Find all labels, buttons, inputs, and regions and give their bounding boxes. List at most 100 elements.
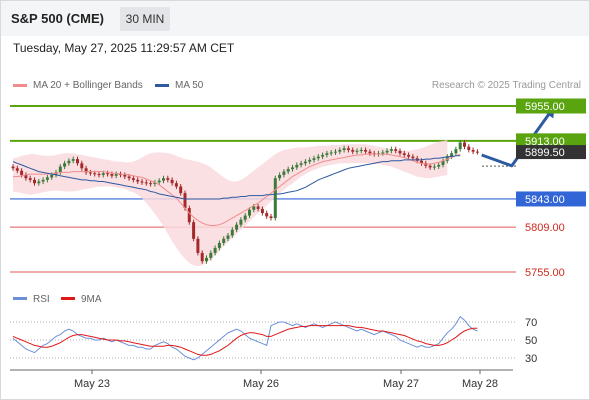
candle-body [217,242,221,248]
candle-body [88,172,92,174]
candle-body [454,149,458,154]
candle-body [183,193,187,209]
candle-body [355,150,359,152]
x-axis-label: May 28 [462,378,498,390]
candle-body [286,169,290,172]
candle-body [265,213,269,217]
price-level-label: 5913.00 [525,136,565,148]
current-price-tag [516,145,586,160]
candle-body [24,174,28,179]
candle-body [239,219,243,225]
candle-body [269,216,273,219]
x-axis-label: May 23 [74,378,110,390]
candle-body [260,208,264,214]
candle-body [316,156,320,159]
candle-body [475,151,479,153]
candle-body [170,179,174,184]
candle-body [291,167,294,170]
rsi-line [12,315,478,361]
candle-body [385,150,389,153]
candle-body [359,149,363,151]
candle-body [97,174,101,176]
candle-body [162,178,165,181]
rsi-legend-label: RSI [33,294,50,305]
candle-body [37,181,41,184]
price-level-label: 5955.00 [525,101,565,113]
current-price-label: 5899.50 [525,147,565,159]
rsi-swatch-icon [13,297,27,300]
candle-body [334,151,337,153]
candle-body [441,160,445,165]
candle-body [179,186,183,194]
candle-body [157,180,161,183]
datetime-label: Tuesday, May 27, 2025 11:29:57 AM CET [13,41,235,55]
candle-body [308,159,312,162]
price-level-tag [516,191,586,207]
candle-body [351,149,355,152]
candle-body [243,215,247,220]
credit-text: Research © 2025 Trading Central [431,80,581,91]
rsi-ma-legend-label: 9MA [81,294,102,305]
candle-body [166,178,170,180]
ma50-swatch-icon [155,83,169,87]
candle-body [76,159,79,164]
timeframe-button[interactable]: 30 MIN [120,7,170,31]
candle-body [41,179,45,182]
candle-body [127,176,131,179]
price-level-label: 5843.00 [525,194,565,206]
candle-body [312,158,316,160]
candle-body [471,149,475,152]
candle-body [123,174,127,177]
ma20-swatch-icon [13,83,27,87]
candle-body [140,181,144,183]
candle-body [114,174,118,176]
candle-body [463,142,466,147]
candle-body [136,179,140,182]
legend-ma20-label: MA 20 + Bollinger Bands [33,80,143,91]
candle-body [93,173,97,175]
candle-body [235,224,239,230]
candle-body [437,164,441,167]
candle-body [192,222,196,239]
legend-ma50-label: MA 50 [175,80,204,91]
instrument-title: S&P 500 (CME) [11,11,104,26]
price-level-label: 5755.00 [525,267,565,279]
candle-body [101,173,105,175]
candle-body [450,153,454,157]
candle-body [278,174,282,179]
candle-body [398,150,402,154]
price-level-label: 5809.00 [525,222,565,234]
candle-body [213,247,217,253]
bollinger-band [13,140,448,267]
candle-body [80,163,84,169]
candle-body [248,209,251,216]
candle-body [364,149,368,152]
projection-arrow [481,105,557,168]
candle-body [342,148,346,150]
candle-body [394,149,398,151]
rsi-tick-label: 30 [525,353,537,365]
candle-body [295,164,299,168]
rsi-tick-label: 50 [525,335,537,347]
candle-body [432,166,436,168]
ma20-line [13,153,461,226]
candle-body [58,166,62,173]
candle-body [28,178,32,180]
candle-body [187,208,191,223]
candle-body [389,149,393,151]
candle-body [15,168,19,171]
candle-body [368,151,372,154]
candle-body [325,153,329,155]
candle-body [33,179,36,184]
x-axis-label: May 26 [243,378,279,390]
candle-body [200,252,204,262]
rsi-ma-line [12,325,478,356]
candle-body [50,174,54,178]
candle-body [303,161,307,164]
candle-body [467,146,471,150]
candle-body [226,235,230,239]
candle-body [205,257,208,262]
candle-body [256,206,260,209]
candle-body [110,174,114,176]
